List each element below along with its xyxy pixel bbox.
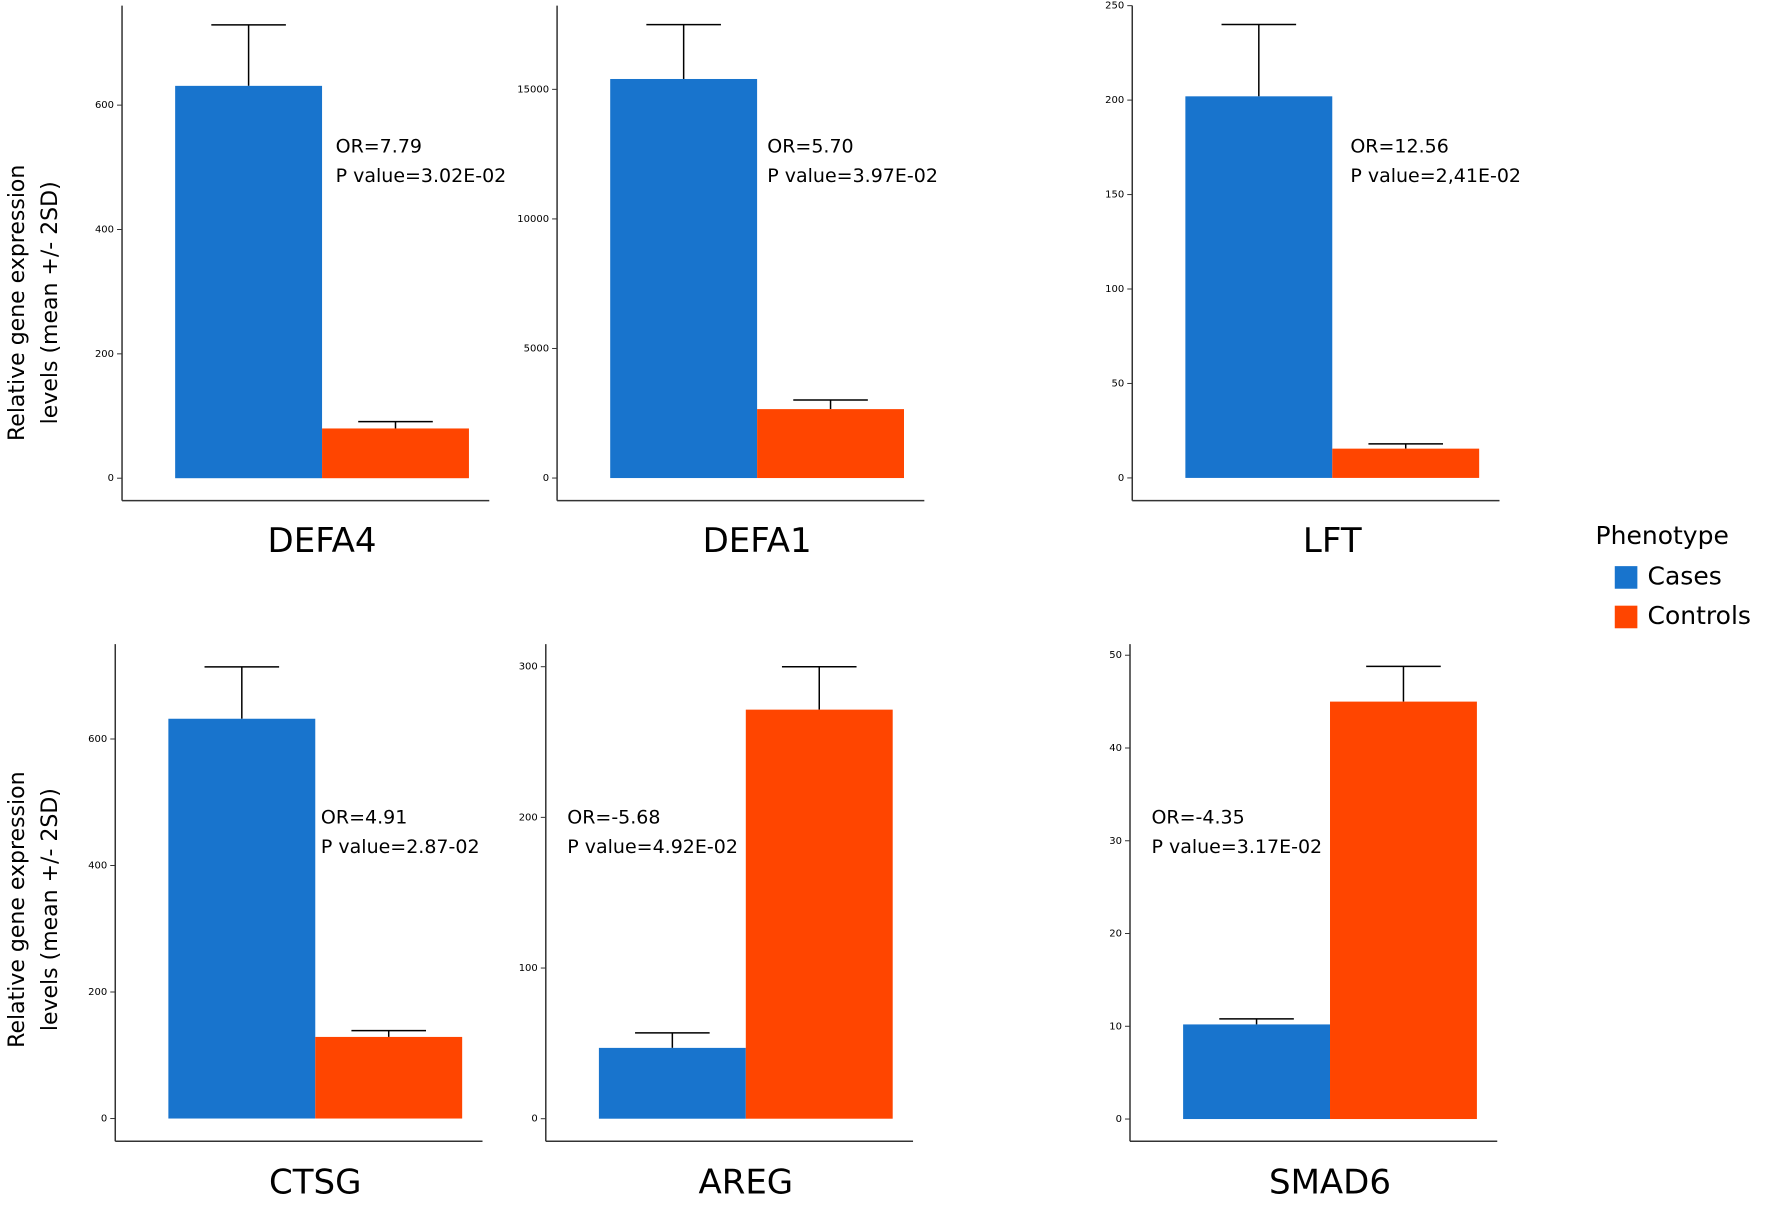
legend-swatch — [1614, 566, 1638, 589]
y-tick-label: 400 — [88, 860, 107, 871]
y-tick-label: 200 — [1105, 95, 1124, 106]
y-tick-label: 0 — [108, 473, 114, 484]
y-axis-label: levels (mean +/- 2SD) — [38, 181, 63, 424]
annotation: P value=4.92E-02 — [567, 836, 738, 858]
y-tick-label: 200 — [88, 987, 107, 998]
y-tick-label: 50 — [1109, 650, 1122, 661]
y-tick-label: 100 — [1105, 284, 1124, 295]
annotation: OR=5.70 — [767, 135, 853, 157]
y-tick-label: 0 — [531, 1114, 537, 1125]
y-tick-label: 100 — [519, 963, 538, 974]
bar — [610, 78, 758, 479]
annotation: OR=-4.35 — [1151, 807, 1244, 829]
y-tick-label: 50 — [1112, 378, 1125, 389]
bar — [1332, 448, 1480, 478]
y-tick-label: 0 — [1118, 473, 1124, 484]
chart-title: AREG — [698, 1163, 793, 1203]
y-tick-label: 15000 — [517, 84, 549, 95]
y-tick-label: 0 — [101, 1114, 107, 1125]
annotation: P value=2,41E-02 — [1350, 165, 1521, 187]
y-axis-label: Relative gene expression — [5, 165, 30, 441]
y-tick-label: 250 — [1105, 1, 1124, 12]
y-tick-label: 150 — [1105, 190, 1124, 201]
annotation: P value=3.97E-02 — [767, 165, 938, 187]
annotation: P value=2.87-02 — [321, 836, 480, 858]
y-axis-label: Relative gene expression — [5, 771, 30, 1047]
bar — [1185, 96, 1333, 478]
y-tick-label: 300 — [519, 662, 538, 673]
annotation: OR=-5.68 — [567, 807, 660, 829]
bar — [175, 85, 323, 479]
annotation: OR=4.91 — [321, 807, 407, 829]
y-tick-label: 0 — [1116, 1114, 1122, 1125]
chart-title: CTSG — [269, 1163, 361, 1203]
bar — [168, 718, 316, 1119]
bar — [1183, 1024, 1331, 1120]
legend-label: Cases — [1648, 561, 1722, 590]
annotation: OR=7.79 — [336, 135, 422, 157]
bar — [322, 428, 469, 479]
annotation: P value=3.17E-02 — [1151, 836, 1322, 858]
bar — [757, 409, 904, 479]
y-tick-label: 40 — [1109, 743, 1122, 754]
legend-title: Phenotype — [1596, 521, 1729, 550]
legend-swatch — [1614, 605, 1638, 629]
y-axis-label: levels (mean +/- 2SD) — [38, 788, 63, 1031]
y-tick-label: 200 — [95, 349, 114, 360]
y-tick-label: 0 — [543, 473, 549, 484]
y-tick-label: 20 — [1109, 929, 1122, 940]
bar — [315, 1036, 463, 1119]
annotation: P value=3.02E-02 — [336, 165, 507, 187]
y-tick-label: 10000 — [517, 214, 549, 225]
bar — [1330, 701, 1477, 1120]
chart-title: SMAD6 — [1269, 1163, 1391, 1203]
chart-title: DEFA4 — [268, 521, 377, 561]
y-tick-label: 400 — [95, 224, 114, 235]
y-tick-label: 200 — [519, 812, 538, 823]
y-tick-label: 5000 — [524, 343, 549, 354]
legend-label: Controls — [1648, 601, 1751, 630]
bar — [745, 709, 893, 1119]
y-tick-label: 600 — [95, 100, 114, 111]
y-tick-label: 30 — [1109, 836, 1122, 847]
chart-title: DEFA1 — [703, 521, 812, 561]
annotation: OR=12.56 — [1350, 135, 1448, 157]
chart-title: LFT — [1303, 521, 1362, 561]
y-tick-label: 10 — [1109, 1021, 1122, 1032]
y-tick-label: 600 — [88, 734, 107, 745]
bar — [598, 1047, 746, 1119]
